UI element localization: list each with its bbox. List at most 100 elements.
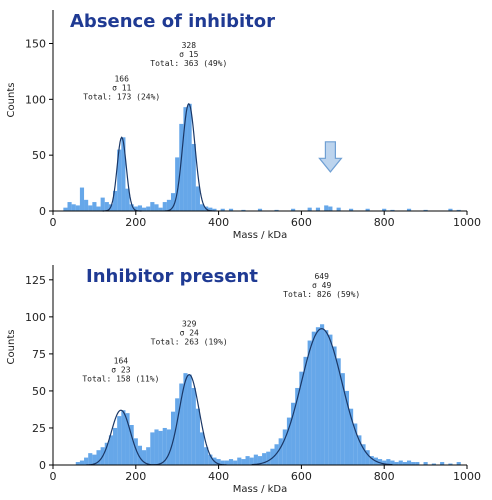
peak-annotation-text: σ 24 <box>180 328 199 337</box>
histogram-bar <box>129 425 134 465</box>
histogram-bar <box>456 462 461 465</box>
histogram-bar <box>237 457 242 465</box>
histogram-bar <box>183 107 188 211</box>
x-tick-label: 0 <box>50 216 57 229</box>
histogram-bar <box>179 123 184 211</box>
histogram-bar <box>262 453 267 465</box>
gaussian-fit-line <box>164 102 215 212</box>
histogram-bar <box>92 202 97 211</box>
histogram-bar <box>315 207 321 211</box>
histogram-bar <box>361 444 366 465</box>
y-tick-label: 0 <box>39 459 46 472</box>
histogram-bar <box>79 187 85 211</box>
histogram-bar <box>328 334 333 465</box>
x-axis-label-top: Mass / kDa <box>233 230 288 241</box>
histogram-bar <box>166 429 171 465</box>
y-tick-label: 75 <box>32 348 46 361</box>
gaussian-fit-line <box>251 328 393 466</box>
x-tick-label: 200 <box>125 470 146 483</box>
histogram-bar <box>241 209 246 211</box>
histogram-bar <box>208 207 213 211</box>
y-tick-label: 25 <box>32 422 46 435</box>
x-tick-label: 1000 <box>453 470 481 483</box>
histogram-bar <box>113 190 118 211</box>
peak-annotation-text: 328 <box>182 41 197 50</box>
histogram-bar <box>349 208 354 211</box>
panel-title-inhibitor: Inhibitor present <box>86 266 258 287</box>
y-tick-label: 150 <box>25 38 46 51</box>
histogram-bar <box>382 460 387 465</box>
histogram-bar <box>179 383 184 465</box>
x-axis-label-bottom: Mass / kDa <box>233 484 288 495</box>
histogram-bar <box>386 459 391 465</box>
histogram-bar <box>431 463 436 465</box>
histogram-bar <box>224 460 229 465</box>
histogram-bar <box>390 209 395 211</box>
histogram-bar <box>220 208 225 211</box>
histogram-bar <box>183 373 188 465</box>
panel-absence-of-inhibitor: Absence of inhibitor Counts Mass / kDa 0… <box>6 10 481 241</box>
histogram-bar <box>336 207 341 211</box>
histogram-bar <box>204 447 209 465</box>
histogram-bar <box>146 447 151 465</box>
x-tick-label: 200 <box>125 216 146 229</box>
histogram-bar <box>415 462 420 465</box>
histogram-bar <box>175 398 180 465</box>
x-tick-label: 0 <box>50 470 57 483</box>
histogram-bar <box>84 199 89 211</box>
histogram-bar <box>191 387 196 465</box>
histogram-bar <box>228 459 234 465</box>
histogram-bar <box>142 450 147 465</box>
histogram-bar <box>129 204 134 211</box>
histogram-bar <box>344 390 350 465</box>
histogram-bar <box>133 438 138 465</box>
histogram-bar <box>328 206 333 211</box>
histogram-bar <box>278 438 283 465</box>
histogram-bar <box>307 207 312 211</box>
histogram-bar <box>154 429 159 465</box>
peak-annotation-text: 649 <box>314 272 329 281</box>
peak-annotation-text: σ 49 <box>312 281 331 290</box>
histogram-bar <box>307 340 312 465</box>
histogram-bar <box>411 462 416 465</box>
histogram-bar <box>233 460 238 465</box>
histogram-bar <box>104 442 109 465</box>
histogram-bar <box>170 193 176 211</box>
histogram-bar <box>340 373 345 465</box>
histogram-bar <box>88 453 93 465</box>
down-arrow-marker <box>318 141 343 173</box>
panel-title-absence: Absence of inhibitor <box>70 11 275 32</box>
histogram-bar <box>63 207 68 211</box>
histogram-bar <box>249 457 254 465</box>
peak-annotation-text: 329 <box>182 319 197 328</box>
histogram-bar <box>369 456 374 465</box>
histogram-bar <box>357 435 362 465</box>
histogram-bar <box>67 202 72 211</box>
histogram-bar <box>137 205 143 211</box>
histogram-bar <box>448 463 453 465</box>
histogram-bar <box>199 204 205 211</box>
peak-annotation-text: σ 11 <box>112 84 131 93</box>
y-tick-label: 100 <box>25 93 46 106</box>
panel-inhibitor-present: Inhibitor present Counts Mass / kDa 0 200… <box>6 265 481 495</box>
histogram-bar <box>162 202 167 211</box>
gaussian-fit-line <box>152 374 227 466</box>
histogram-bar <box>440 462 445 465</box>
y-tick-label: 125 <box>25 274 46 287</box>
histogram-bar <box>142 207 147 211</box>
histogram-bar <box>150 432 155 465</box>
y-tick-label: 50 <box>32 385 46 398</box>
histogram-bar <box>377 459 383 465</box>
histogram-bar <box>336 358 341 465</box>
peak-annotation-text: 166 <box>114 75 129 84</box>
histogram-bar <box>398 460 403 465</box>
histogram-bar <box>456 209 461 211</box>
histogram-bar <box>324 205 329 211</box>
peak-annotation-text: Total: 363 (49%) <box>150 59 227 68</box>
peak-annotation-text: Total: 263 (19%) <box>151 337 228 346</box>
histogram-bar <box>125 188 130 211</box>
histogram-bar <box>71 204 76 211</box>
peak-annotation-text: Total: 826 (59%) <box>283 290 360 299</box>
peak-annotation-text: 164 <box>114 357 129 366</box>
histogram-bar <box>146 206 151 211</box>
